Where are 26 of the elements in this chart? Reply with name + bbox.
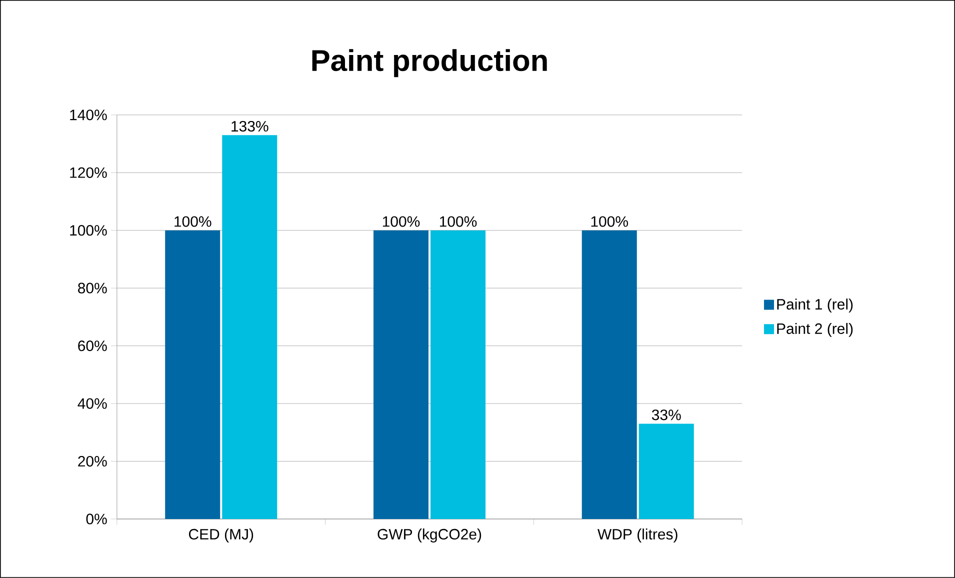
data-label: 133% xyxy=(232,121,268,132)
legend-label: Paint 2 (rel) xyxy=(777,323,853,337)
data-label: 33% xyxy=(652,410,681,420)
y-tick-label: 140% xyxy=(70,110,107,120)
bar xyxy=(430,230,486,520)
y-tick-label: 0% xyxy=(86,514,107,524)
legend-label: Paint 1 (rel) xyxy=(777,298,853,313)
bar xyxy=(582,230,637,520)
data-label: 100% xyxy=(591,216,628,227)
y-tick-label: 80% xyxy=(78,282,107,294)
x-tick-label: GWP (kgCO2e) xyxy=(378,528,482,543)
chart-title: Paint production xyxy=(312,49,547,78)
data-label: 100% xyxy=(440,216,477,227)
y-tick-label: 20% xyxy=(78,456,107,467)
y-tick-label: 100% xyxy=(70,225,107,236)
data-label: 100% xyxy=(174,216,212,227)
y-tick-label: 120% xyxy=(70,167,107,178)
y-tick-label: 40% xyxy=(78,398,107,409)
data-label: 100% xyxy=(382,216,420,227)
y-tick-label: 60% xyxy=(78,340,107,352)
x-tick-label: CED (MJ) xyxy=(188,528,254,543)
bar xyxy=(165,230,220,520)
bar xyxy=(373,230,428,520)
bar xyxy=(638,424,694,520)
bar xyxy=(222,135,278,520)
x-tick-label: WDP (litres) xyxy=(598,528,678,543)
